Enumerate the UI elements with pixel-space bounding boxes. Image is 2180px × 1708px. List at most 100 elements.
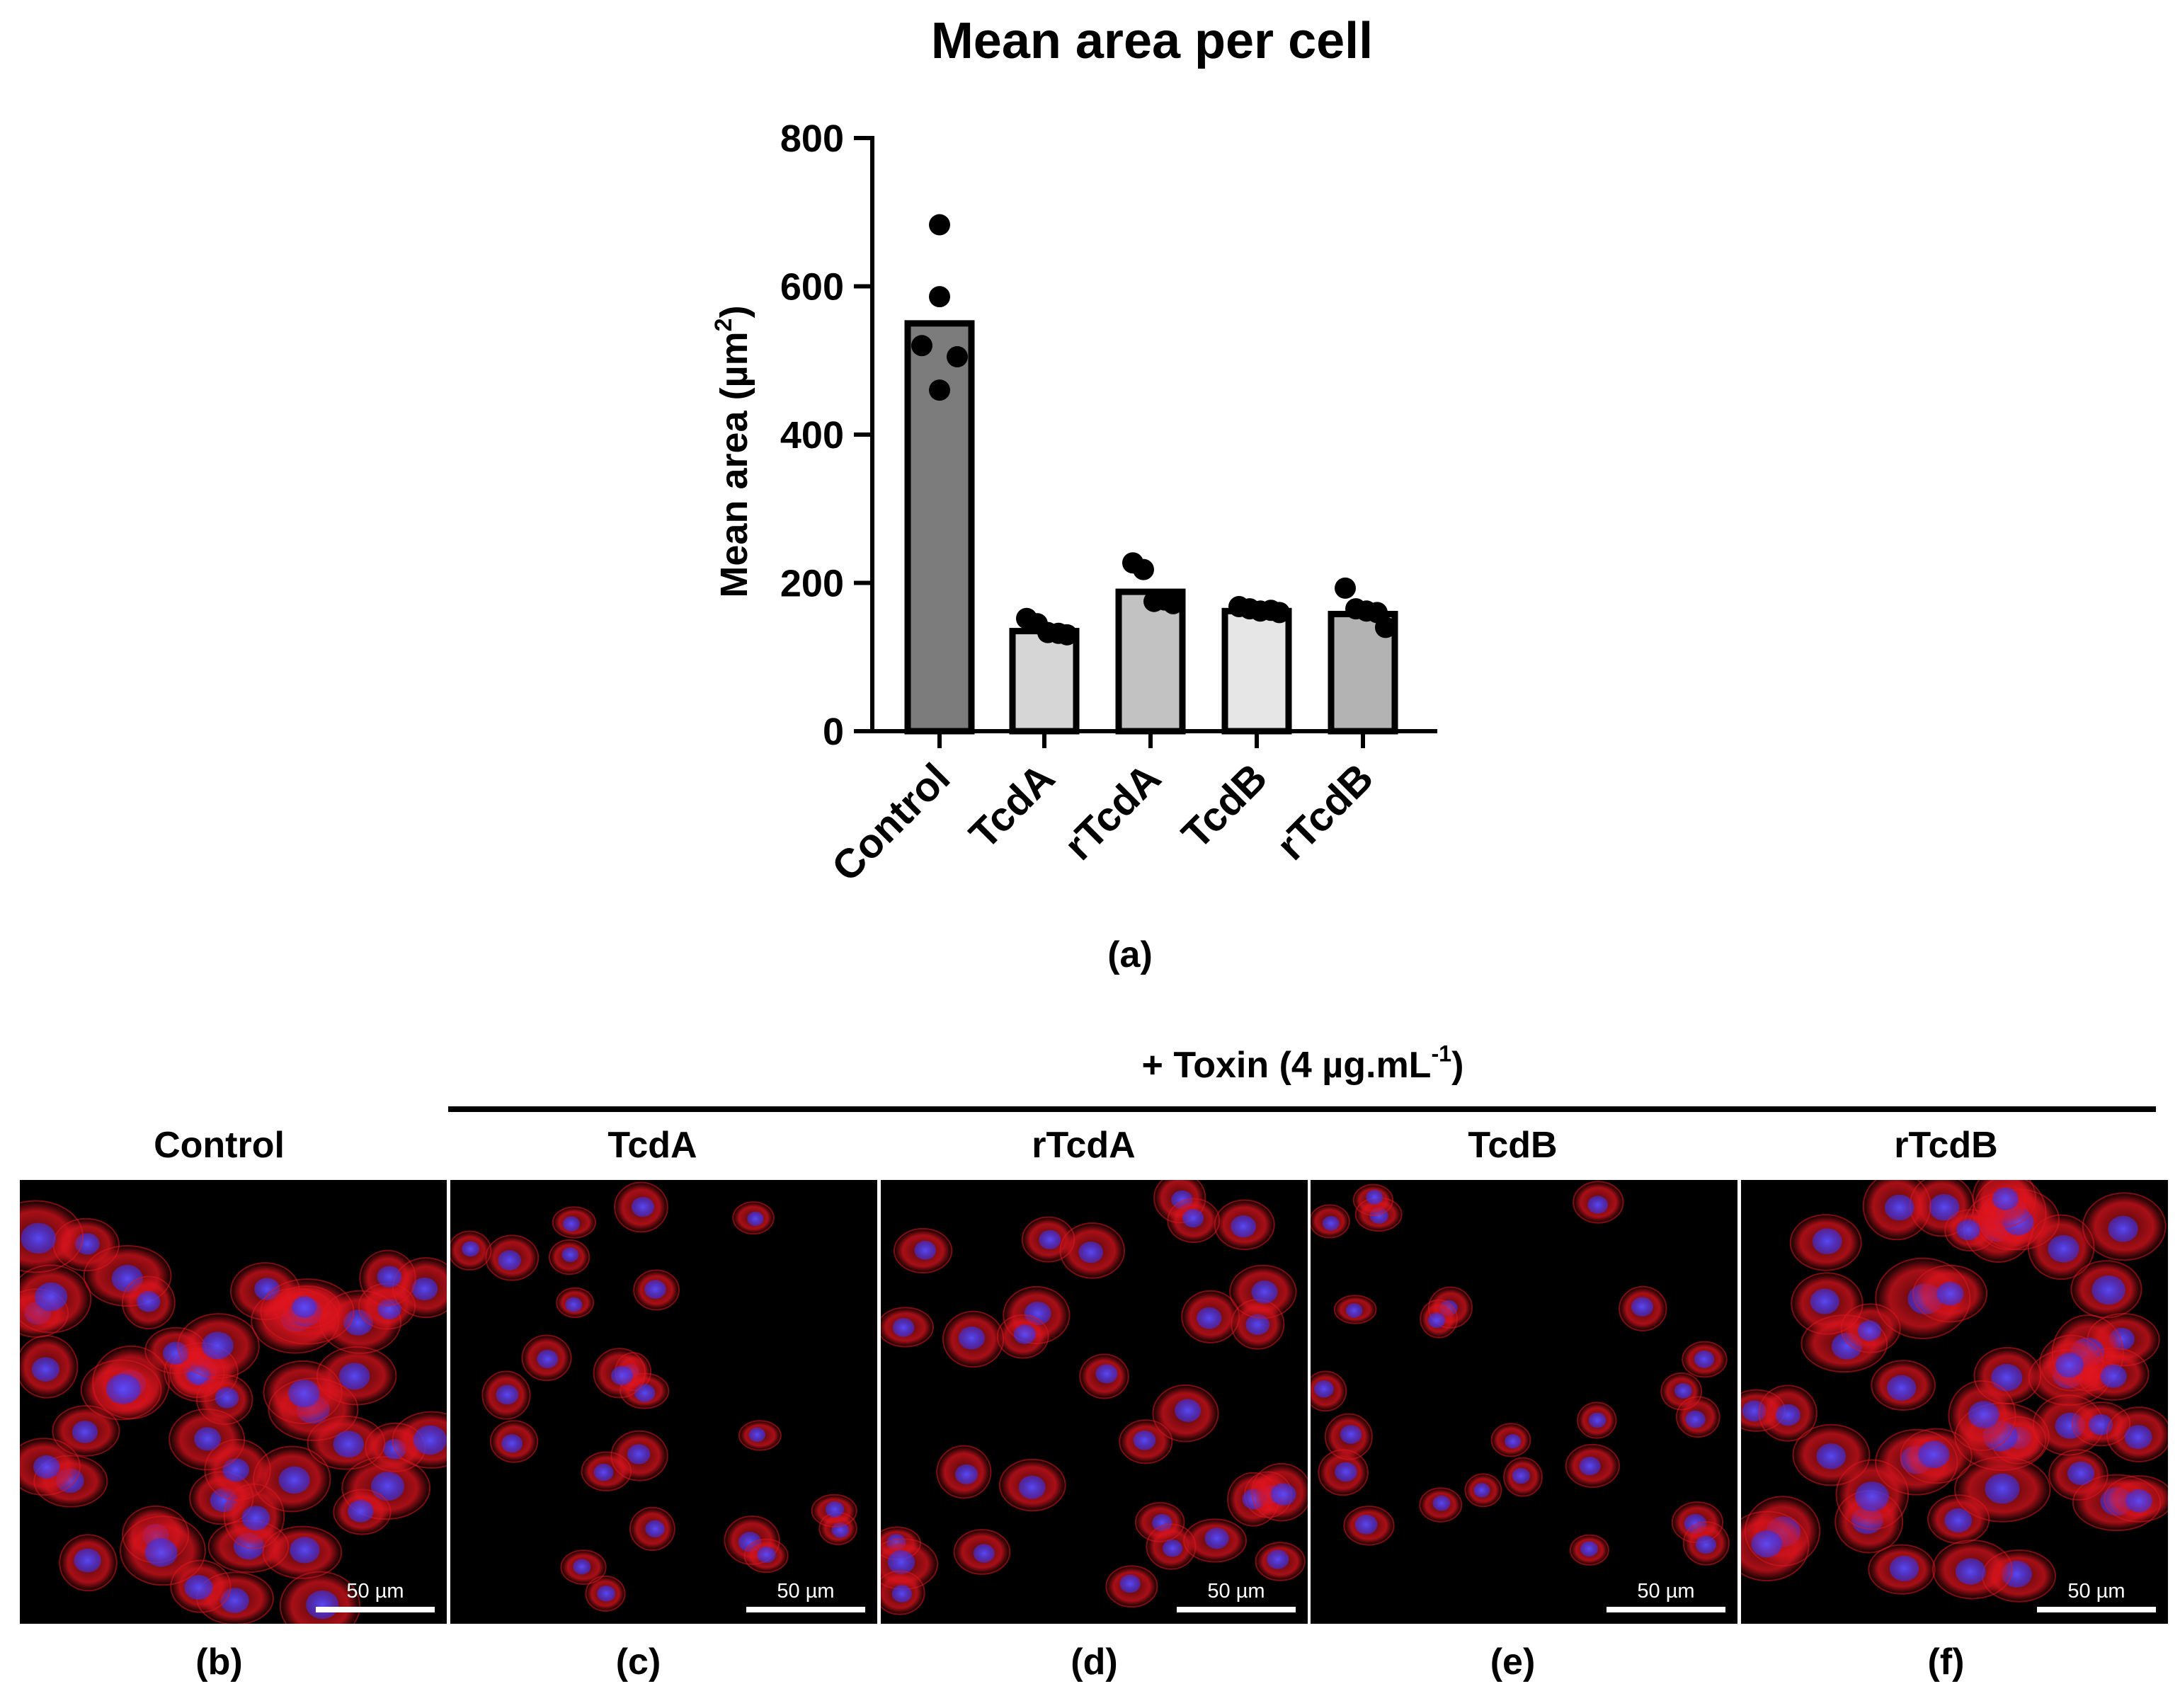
cell [121, 1276, 176, 1330]
cell [881, 1307, 934, 1348]
scale-bar-label: 50 µm [777, 1580, 835, 1603]
condition-label-tcdb: TcdB [1468, 1125, 1558, 1166]
cell [556, 1287, 595, 1319]
cell [485, 1234, 540, 1281]
cell [610, 1430, 668, 1481]
cell [1931, 1540, 2013, 1600]
cell [585, 1575, 626, 1612]
toxin-header-line [448, 1106, 2156, 1112]
panel-label-b: (b) [195, 1641, 243, 1683]
panel-label-a: (a) [1107, 934, 1153, 975]
data-point [1335, 577, 1356, 599]
cell [1214, 1199, 1275, 1251]
data-point [1133, 558, 1154, 580]
cell [1948, 1380, 2016, 1452]
data-point [1375, 617, 1396, 638]
cell [1972, 1180, 2036, 1228]
cell [738, 1420, 782, 1451]
cell [52, 1405, 120, 1457]
condition-label-rtcda: rTcdA [1032, 1125, 1136, 1166]
bar-chart: Mean area per cell Mean area (µm2) 0 200 4… [710, 13, 1437, 975]
cell [1503, 1457, 1543, 1497]
micrograph-tcdb: 50 µm [1311, 1180, 1737, 1624]
micrograph-rtcda: 50 µm [881, 1180, 1308, 1624]
cell [2082, 1192, 2167, 1261]
cell [1183, 1518, 1248, 1563]
cell [20, 1438, 81, 1496]
x-tick-label: Control [823, 755, 959, 890]
cell [1871, 1360, 1936, 1411]
cell [1251, 1462, 1308, 1522]
cell [450, 1230, 492, 1271]
data-point [1269, 602, 1290, 624]
cell [1229, 1264, 1297, 1319]
scale-bar [1177, 1607, 1296, 1612]
condition-label-tcda: TcdA [607, 1125, 697, 1166]
cell [811, 1494, 857, 1528]
chart-bars [904, 320, 1398, 735]
condition-label-rtcdb: rTcdB [1894, 1125, 1998, 1166]
panel-label-f: (f) [1927, 1641, 1965, 1683]
cell [20, 1264, 92, 1334]
y-tick-label: 400 [780, 414, 844, 457]
cell [1791, 1272, 1864, 1335]
cell [996, 1314, 1049, 1359]
cell [560, 1549, 607, 1585]
cell [1352, 1183, 1394, 1216]
cell [1079, 1353, 1129, 1399]
scale-bar [1607, 1607, 1725, 1612]
scale-bar-label: 50 µm [1207, 1580, 1265, 1603]
cell [1868, 1544, 1936, 1595]
cell [333, 1489, 392, 1535]
cell [359, 1249, 416, 1307]
cell [2048, 1449, 2108, 1501]
bar-tcdb [1221, 607, 1292, 735]
cell [273, 1285, 341, 1329]
cell [633, 1269, 680, 1311]
cell [263, 1360, 343, 1424]
cell [629, 1506, 675, 1552]
cell [1835, 1459, 1910, 1530]
cell [1660, 1372, 1703, 1411]
micrograph-rtcdb: 50 µm [1741, 1180, 2168, 1624]
panel-label-d: (d) [1071, 1641, 1118, 1683]
chart-points [911, 214, 1396, 646]
scale-bar [316, 1607, 435, 1612]
toxin-header: + Toxin (4 µg.mL-1) [1141, 1041, 1464, 1086]
x-tick-label-group: TcdB [1173, 755, 1276, 857]
cell [549, 1239, 590, 1276]
cell [2027, 1214, 2095, 1280]
cell [1420, 1299, 1458, 1339]
cell [1573, 1181, 1624, 1224]
cell [1619, 1285, 1667, 1331]
cell [119, 1515, 206, 1586]
cell [1119, 1419, 1173, 1465]
data-point [1163, 592, 1184, 614]
cell [893, 1227, 953, 1274]
scale-bar-label: 50 µm [1637, 1580, 1695, 1603]
cell [1311, 1204, 1350, 1239]
cell [881, 1570, 925, 1615]
cell [1758, 1385, 1817, 1442]
data-point [929, 286, 950, 308]
cell [1464, 1473, 1502, 1508]
cell [59, 1534, 118, 1592]
cell [1944, 1209, 1997, 1251]
micrograph-cells [20, 1200, 447, 1624]
scale-bar [2037, 1607, 2156, 1612]
cell [1255, 1542, 1306, 1581]
bar-rtcda [1115, 588, 1186, 735]
x-tick-label: rTcdB [1268, 755, 1382, 869]
cell [1789, 1214, 1862, 1271]
cell [1181, 1290, 1240, 1343]
x-tick-label: TcdA [961, 755, 1063, 857]
cell [80, 1359, 162, 1421]
cell [521, 1334, 572, 1382]
cell [20, 1200, 84, 1273]
cell [1741, 1511, 1810, 1582]
cell [307, 1415, 386, 1470]
cell [1565, 1443, 1620, 1488]
cell [1912, 1264, 1988, 1323]
cell [743, 1538, 789, 1574]
